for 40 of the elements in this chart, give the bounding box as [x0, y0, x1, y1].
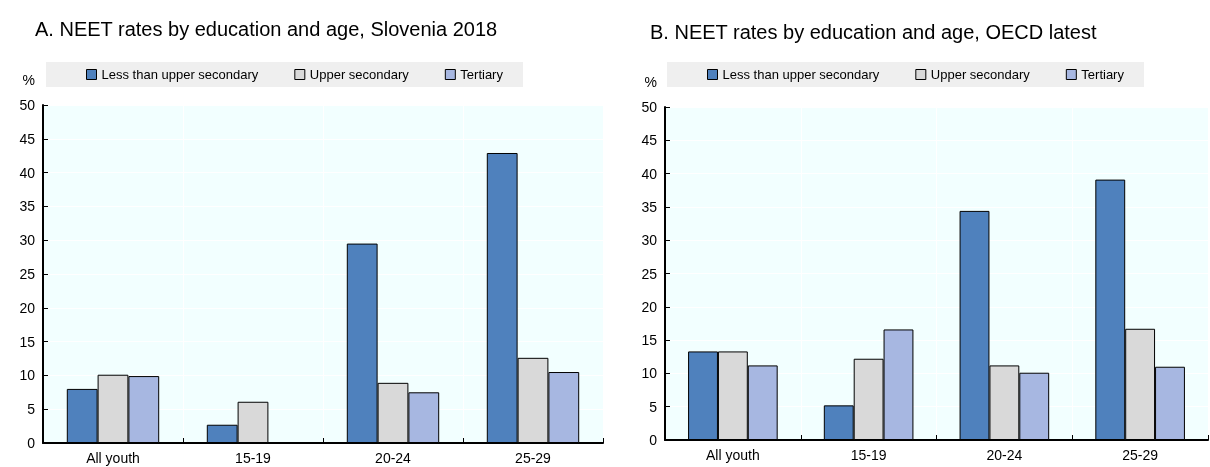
y-tick-label: 50: [641, 99, 658, 115]
y-tick-label: 35: [641, 198, 658, 215]
x-tick-label: 20-24: [986, 447, 1023, 463]
y-tick-label: 45: [641, 132, 658, 149]
y-tick-label: 0: [649, 432, 658, 448]
x-tick-label: All youth: [86, 450, 140, 466]
chart-title: B. NEET rates by education and age, OECD latest: [650, 21, 1097, 43]
y-tick-label: 30: [641, 232, 658, 249]
legend-label: Upper secondary: [930, 67, 1031, 82]
y-tick-label: 25: [641, 265, 658, 282]
x-tick-label: 20-24: [375, 450, 412, 466]
y-tick-label: 5: [649, 398, 658, 415]
x-tick-label: 25-29: [515, 450, 552, 466]
y-tick-label: 50: [19, 97, 36, 113]
legend-label: Less than upper secondary: [101, 67, 259, 82]
legend-label: Upper secondary: [309, 67, 410, 82]
y-tick-label: 10: [19, 367, 36, 384]
y-axis-title: %: [22, 72, 35, 88]
x-tick-label: 15-19: [235, 450, 272, 466]
y-tick-label: 40: [641, 165, 658, 182]
y-tick-label: 20: [19, 299, 36, 316]
legend-label: Less than upper secondary: [722, 67, 880, 82]
y-tick-label: 40: [19, 164, 36, 181]
y-tick-label: 30: [19, 232, 36, 249]
y-tick-label: 45: [19, 130, 36, 147]
y-tick-label: 35: [19, 198, 36, 215]
x-tick-label: 25-29: [1122, 447, 1159, 463]
y-tick-label: 15: [19, 333, 36, 350]
legend-label: Tertiary: [460, 67, 504, 82]
y-tick-label: 20: [641, 298, 658, 315]
x-tick-label: All youth: [706, 447, 760, 463]
y-tick-label: 5: [27, 401, 36, 418]
x-tick-label: 15-19: [850, 447, 887, 463]
y-tick-label: 10: [641, 365, 658, 382]
chart-title: A. NEET rates by education and age, Slovenia 2018: [35, 18, 498, 40]
legend-label: Tertiary: [1081, 67, 1125, 82]
y-axis-title: %: [644, 74, 657, 90]
y-tick-label: 15: [641, 332, 658, 349]
y-tick-label: 25: [19, 266, 36, 282]
y-tick-label: 0: [27, 435, 36, 451]
